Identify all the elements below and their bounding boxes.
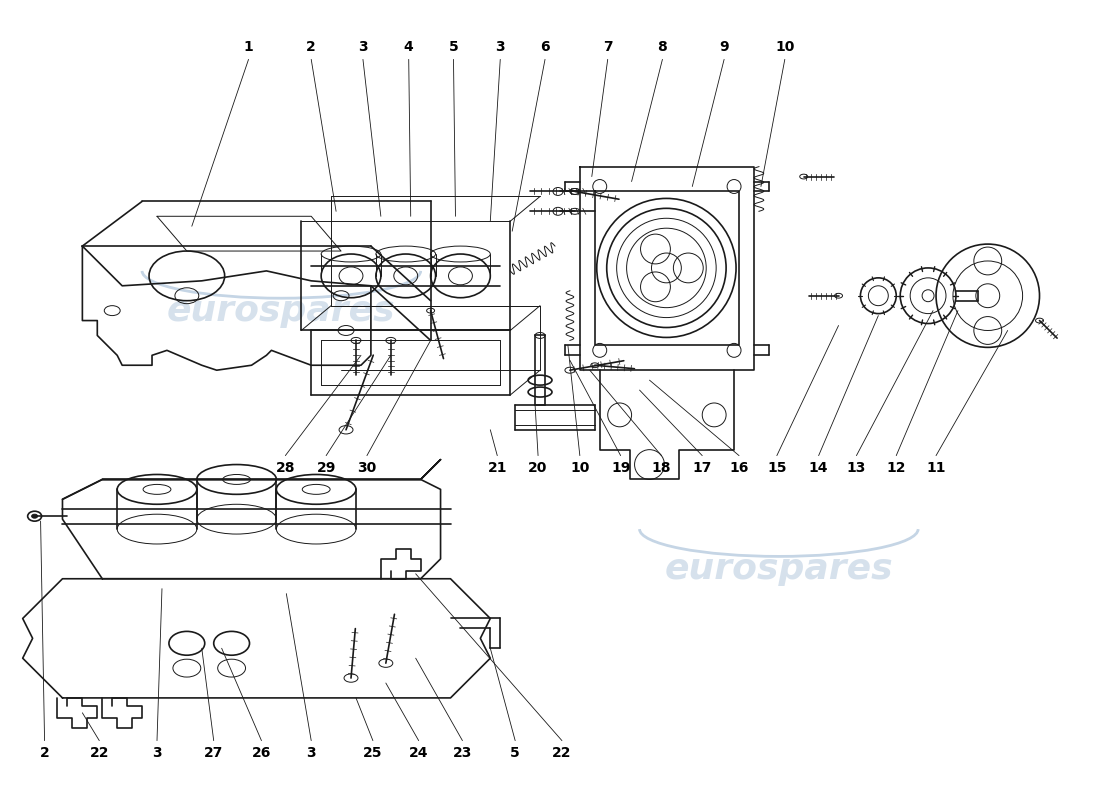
Text: 10: 10 [776, 41, 794, 54]
Text: 24: 24 [409, 746, 428, 759]
Text: 18: 18 [651, 461, 671, 474]
Text: 27: 27 [204, 746, 223, 759]
Text: 19: 19 [610, 461, 630, 474]
Text: 1: 1 [244, 41, 253, 54]
Text: 16: 16 [729, 461, 749, 474]
Text: 6: 6 [540, 41, 550, 54]
Text: 15: 15 [767, 461, 786, 474]
Text: 26: 26 [252, 746, 272, 759]
Text: 29: 29 [317, 461, 336, 474]
Text: 20: 20 [528, 461, 548, 474]
Text: 22: 22 [89, 746, 109, 759]
Text: 28: 28 [276, 461, 295, 474]
Text: 10: 10 [570, 461, 590, 474]
Text: 2: 2 [306, 41, 316, 54]
Text: 14: 14 [808, 461, 828, 474]
Text: 25: 25 [363, 746, 383, 759]
Text: 5: 5 [510, 746, 520, 759]
Text: 3: 3 [359, 41, 367, 54]
Text: 13: 13 [847, 461, 866, 474]
Text: 9: 9 [719, 41, 729, 54]
Text: eurospares: eurospares [167, 294, 396, 328]
Text: 21: 21 [487, 461, 507, 474]
Text: eurospares: eurospares [664, 552, 893, 586]
Text: 5: 5 [449, 41, 459, 54]
Text: 2: 2 [40, 746, 49, 759]
Text: 23: 23 [453, 746, 472, 759]
Text: 17: 17 [693, 461, 712, 474]
Text: 12: 12 [887, 461, 906, 474]
Text: 11: 11 [926, 461, 946, 474]
Text: 3: 3 [495, 41, 505, 54]
Text: 8: 8 [658, 41, 668, 54]
Text: 30: 30 [358, 461, 376, 474]
Text: 7: 7 [603, 41, 613, 54]
Text: 4: 4 [404, 41, 414, 54]
Text: 3: 3 [307, 746, 316, 759]
Text: 3: 3 [152, 746, 162, 759]
Ellipse shape [32, 514, 37, 518]
Text: 22: 22 [552, 746, 572, 759]
